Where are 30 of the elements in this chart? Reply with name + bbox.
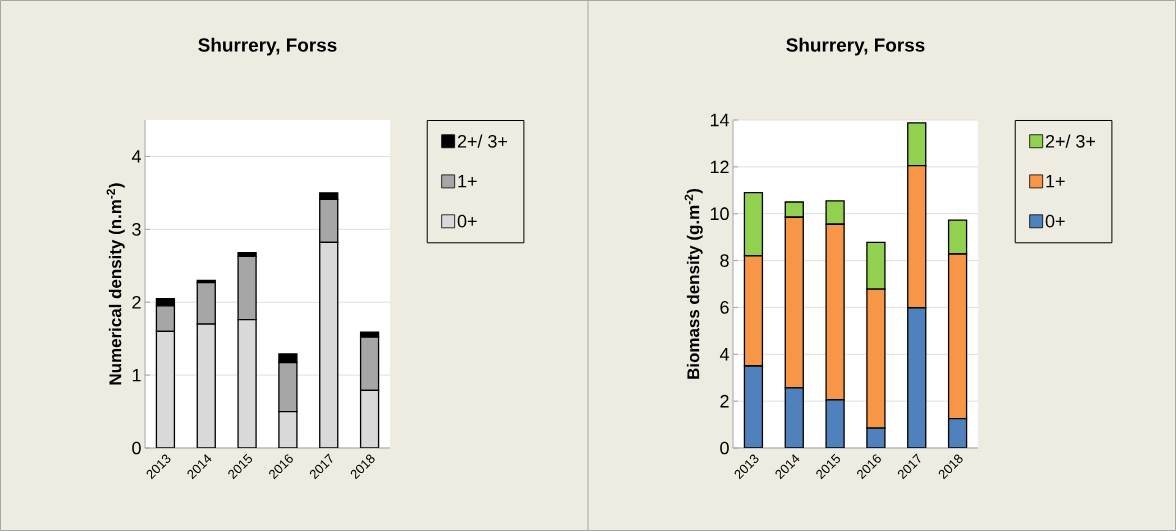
y-tick-label: 0 bbox=[132, 441, 141, 455]
y-tick-label: 2 bbox=[720, 394, 729, 408]
y-tick-label: 0 bbox=[720, 441, 729, 455]
y-tick-label: 14 bbox=[710, 113, 729, 127]
legend-label: 1+ bbox=[458, 174, 477, 188]
bar bbox=[237, 255, 257, 321]
legend-label: 2+/ 3+ bbox=[1045, 134, 1096, 148]
legend-label: 1+ bbox=[1046, 174, 1065, 188]
bar bbox=[359, 389, 380, 448]
legend-label: 2+/ 3+ bbox=[457, 134, 507, 148]
y-tick-label: 12 bbox=[710, 160, 729, 174]
bar bbox=[947, 418, 968, 448]
y-tick-label: 8 bbox=[720, 254, 729, 267]
y-tick-label: 4 bbox=[131, 150, 141, 163]
y-tick-label: 6 bbox=[720, 301, 729, 314]
bar bbox=[196, 281, 216, 325]
y-tick-label: 1 bbox=[132, 368, 141, 382]
y-tick-label: 10 bbox=[710, 207, 729, 221]
y-axis-title: Numerical density (n.m$^{-2}$) bbox=[106, 183, 125, 385]
legend-label: 0+ bbox=[1045, 214, 1065, 228]
chart-title: Shurrery, Forss bbox=[786, 37, 925, 56]
y-tick-label: 2 bbox=[132, 295, 141, 309]
bar bbox=[907, 307, 927, 448]
bar bbox=[743, 365, 764, 448]
bar bbox=[784, 387, 804, 448]
chart-title: Shurrery, Forss bbox=[198, 37, 337, 56]
y-tick-label: 3 bbox=[132, 222, 141, 236]
y-tick-label: 4 bbox=[719, 348, 729, 361]
y-axis-title: Biomass density (g.m$^{-2}$) bbox=[684, 188, 703, 379]
legend-label: 0+ bbox=[457, 214, 477, 228]
